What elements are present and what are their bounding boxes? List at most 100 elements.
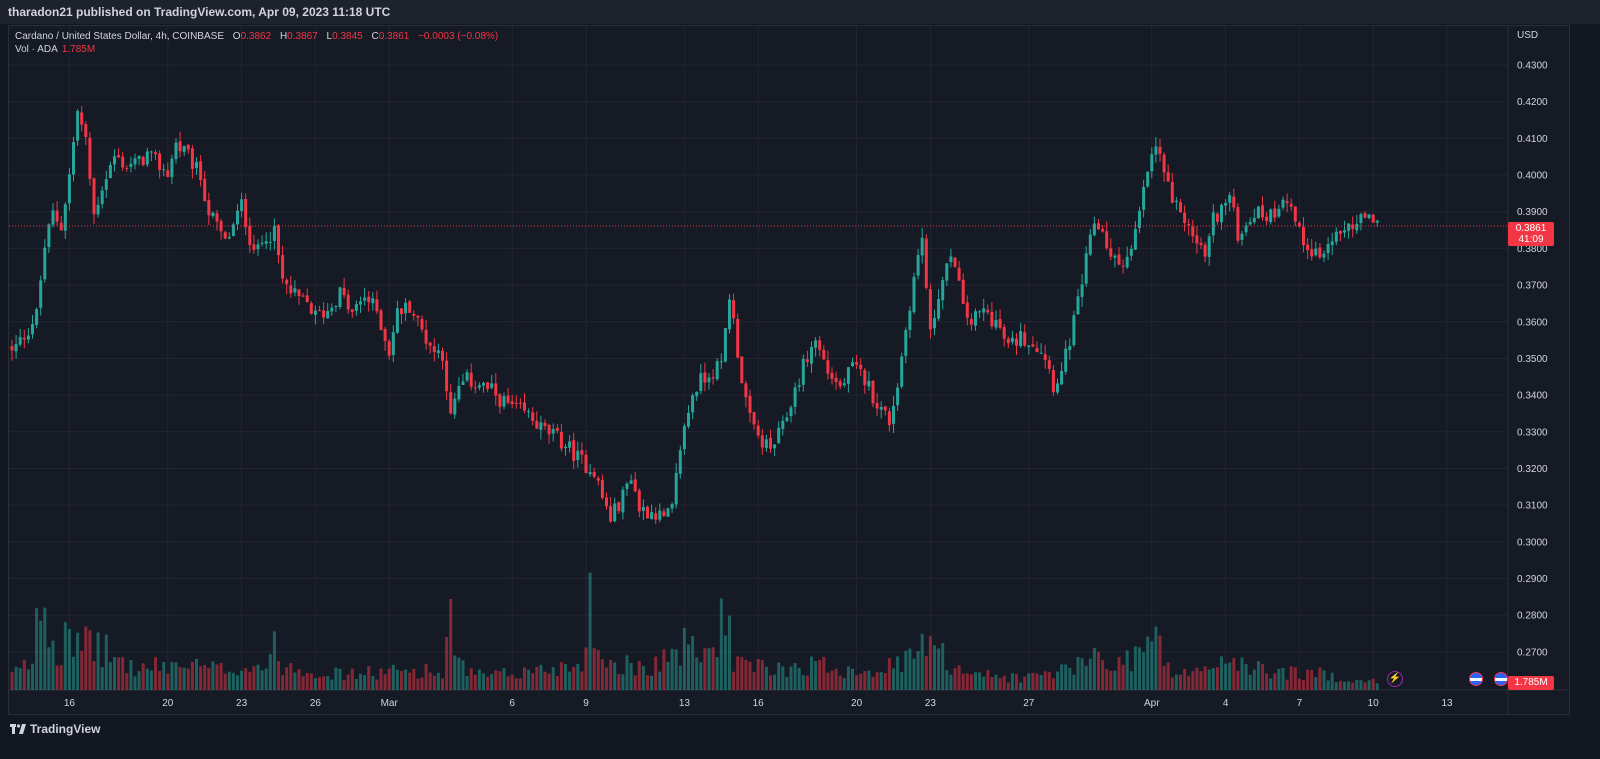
brand[interactable]: TradingView (10, 722, 100, 736)
candle-body (1211, 212, 1215, 236)
candle-body (728, 299, 731, 330)
candle-body (293, 288, 297, 293)
legend-low-value: 0.3845 (332, 31, 363, 42)
candle-body (953, 257, 957, 267)
candle-body (568, 441, 572, 448)
candle-body (326, 311, 330, 319)
candle-body (1351, 224, 1355, 229)
volume-bar (1166, 662, 1170, 690)
volume-bar (1060, 664, 1064, 690)
candle-body (785, 417, 789, 422)
candle-body (1355, 223, 1359, 231)
volume-bar (289, 663, 293, 690)
volume-bar (580, 671, 584, 690)
volume-bar (760, 659, 764, 690)
candle-body (978, 311, 982, 313)
volume-bar (974, 672, 977, 690)
volume-bar (391, 664, 395, 690)
candle-body (227, 237, 231, 239)
candle-body (924, 238, 928, 288)
candle-body (518, 402, 522, 404)
candle-body (1170, 181, 1174, 203)
x-tick-label: 13 (1441, 698, 1453, 709)
y-tick-label: 0.2700 (1517, 647, 1548, 658)
x-tick-label: 23 (236, 698, 248, 709)
volume-bar (990, 677, 994, 690)
candle-body (18, 337, 22, 345)
legend-symbol[interactable]: Cardano / United States Dollar, 4h, COIN… (15, 31, 224, 42)
candle-body (949, 256, 953, 262)
volume-bar (789, 666, 793, 690)
candle-body (572, 440, 576, 462)
candle-body (223, 232, 227, 239)
volume-bar (793, 663, 797, 690)
candle-body (1252, 217, 1256, 223)
volume-bar (1035, 673, 1039, 690)
chart-panel[interactable] (8, 25, 1570, 715)
lightning-icon[interactable]: ⚡ (1387, 671, 1403, 687)
candle-body (207, 200, 211, 216)
volume-bar (486, 676, 490, 690)
candle-body (842, 383, 846, 386)
volume-bar (477, 669, 481, 690)
volume-bar (1056, 671, 1059, 690)
volume-bar (199, 666, 203, 690)
candle-body (1060, 370, 1064, 385)
volume-bar (986, 669, 990, 690)
volume-bar (1043, 671, 1047, 690)
candle-body (322, 310, 326, 318)
candle-body (76, 111, 80, 141)
volume-bar (1195, 667, 1199, 690)
volume-bar (933, 645, 936, 690)
candle-body (1256, 206, 1260, 219)
candle-body (912, 276, 916, 313)
currency-label: USD (1517, 30, 1538, 41)
volume-bar (588, 572, 592, 690)
legend-volume-label[interactable]: Vol · ADA (15, 44, 58, 55)
volume-bar (555, 675, 559, 690)
volume-bar (51, 640, 55, 690)
volume-bar (527, 669, 531, 690)
volume-bar (207, 668, 211, 690)
candle-body (436, 350, 440, 354)
candle-body (1232, 196, 1236, 208)
candle-body (1101, 228, 1105, 232)
volume-bar (1351, 682, 1355, 690)
candle-body (240, 199, 244, 211)
candle-body (166, 170, 170, 177)
volume-bar (1306, 669, 1310, 690)
volume-bar (457, 657, 461, 690)
candle-body (215, 213, 219, 222)
volume-bar (84, 626, 88, 690)
candle-body (391, 332, 395, 355)
volume-bar (1269, 678, 1273, 690)
candle-body (195, 162, 198, 169)
candle-body (465, 372, 469, 381)
publish-info: tharadon21 published on TradingView.com,… (8, 5, 391, 19)
volume-bar (568, 671, 572, 690)
candle-body (871, 380, 875, 404)
volume-bar (469, 668, 473, 690)
candle-body (313, 310, 317, 315)
candle-body (1010, 337, 1014, 342)
volume-bar (170, 662, 174, 690)
candle-body (883, 406, 887, 411)
candle-body (965, 302, 969, 318)
us-flag-event-icon[interactable] (1469, 672, 1483, 686)
candle-body (1236, 207, 1240, 241)
volume-bar (1187, 675, 1191, 690)
legend-close-value: 0.3861 (378, 31, 410, 42)
candle-body (1068, 346, 1072, 351)
volume-bar (72, 656, 75, 690)
candle-body (1203, 244, 1207, 257)
volume-bar (572, 666, 576, 690)
us-flag-event-icon[interactable] (1494, 672, 1508, 686)
volume-bar (359, 673, 362, 690)
volume-bar (96, 632, 100, 690)
y-tick-label: 0.3000 (1517, 537, 1548, 548)
volume-bar (354, 679, 358, 690)
volume-bar (174, 662, 178, 690)
candle-body (781, 420, 785, 429)
candle-body (760, 435, 764, 448)
